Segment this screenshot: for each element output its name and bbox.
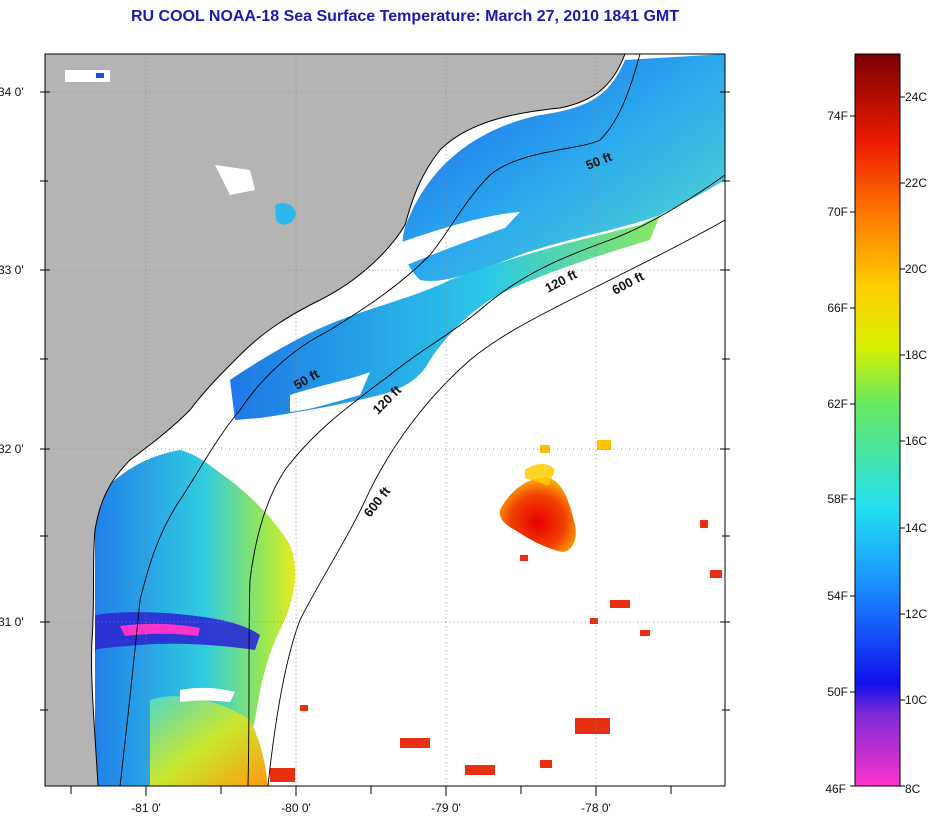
lat-label-31: 31 0' — [0, 615, 24, 629]
colorbar-label-46f: 46F — [825, 782, 846, 796]
lon-label-78: -78 0' — [581, 801, 611, 815]
lon-label-81: -81 0' — [131, 801, 161, 815]
coastline — [91, 54, 626, 786]
colorbar-label-24c: 24C — [905, 90, 927, 104]
lat-label-33: 33 0' — [0, 263, 24, 277]
colorbar-label-70f: 70F — [827, 205, 848, 219]
axis-ticks — [40, 91, 730, 796]
lat-label-34: 34 0' — [0, 85, 24, 99]
sst-patch-bottom — [150, 696, 268, 786]
colorbar-label-14c: 14C — [905, 521, 927, 535]
cloud-gap-south — [180, 687, 235, 702]
colorbar-label-22c: 22C — [905, 176, 927, 190]
colorbar-label-20c: 20C — [905, 262, 927, 276]
sst-patch-middle — [230, 215, 660, 420]
colorbar-label-18c: 18C — [905, 348, 927, 362]
colorbar-label-50f: 50F — [827, 685, 848, 699]
cloud-gap-middle — [290, 372, 370, 412]
graticule — [45, 54, 725, 786]
map-panel — [45, 54, 725, 786]
colorbar-label-58f: 58F — [827, 492, 848, 506]
colorbar-label-54f: 54F — [827, 589, 848, 603]
warm-eddy-fringe — [525, 464, 555, 486]
lake-patch — [275, 203, 296, 225]
colorbar-label-12c: 12C — [905, 607, 927, 621]
colorbar-label-66f: 66F — [827, 301, 848, 315]
map-title: RU COOL NOAA-18 Sea Surface Temperature:… — [130, 8, 680, 25]
lon-label-79: -79 0' — [431, 801, 461, 815]
land-mass — [45, 54, 625, 786]
cloud-streak-north — [380, 212, 520, 270]
lat-label-32: 32 0' — [0, 442, 24, 456]
isobath-50ft — [119, 54, 641, 786]
lon-label-80: -80 0' — [281, 801, 311, 815]
colorbar-label-16c: 16C — [905, 434, 927, 448]
colorbar-label-62f: 62F — [827, 397, 848, 411]
colorbar-label-8c: 8C — [905, 782, 921, 796]
colorbar-gradient — [854, 53, 901, 787]
colorbar-label-10c: 10C — [905, 693, 927, 707]
isobath-120ft — [247, 174, 725, 786]
isobath-600ft — [267, 219, 725, 786]
small-water-pixel — [96, 73, 104, 78]
map-frame — [44, 53, 726, 787]
colorbar-label-74f: 74F — [827, 109, 848, 123]
cold-filament-pink — [120, 623, 200, 636]
warm-eddy — [499, 477, 576, 552]
warm-pixel-clusters — [270, 520, 722, 782]
colorbar-ticks — [850, 96, 905, 787]
cloud-over-land-2 — [215, 165, 255, 195]
colorbar: 74F 70F 66F 62F 58F 54F 50F 46F 24C 22C … — [825, 53, 927, 796]
